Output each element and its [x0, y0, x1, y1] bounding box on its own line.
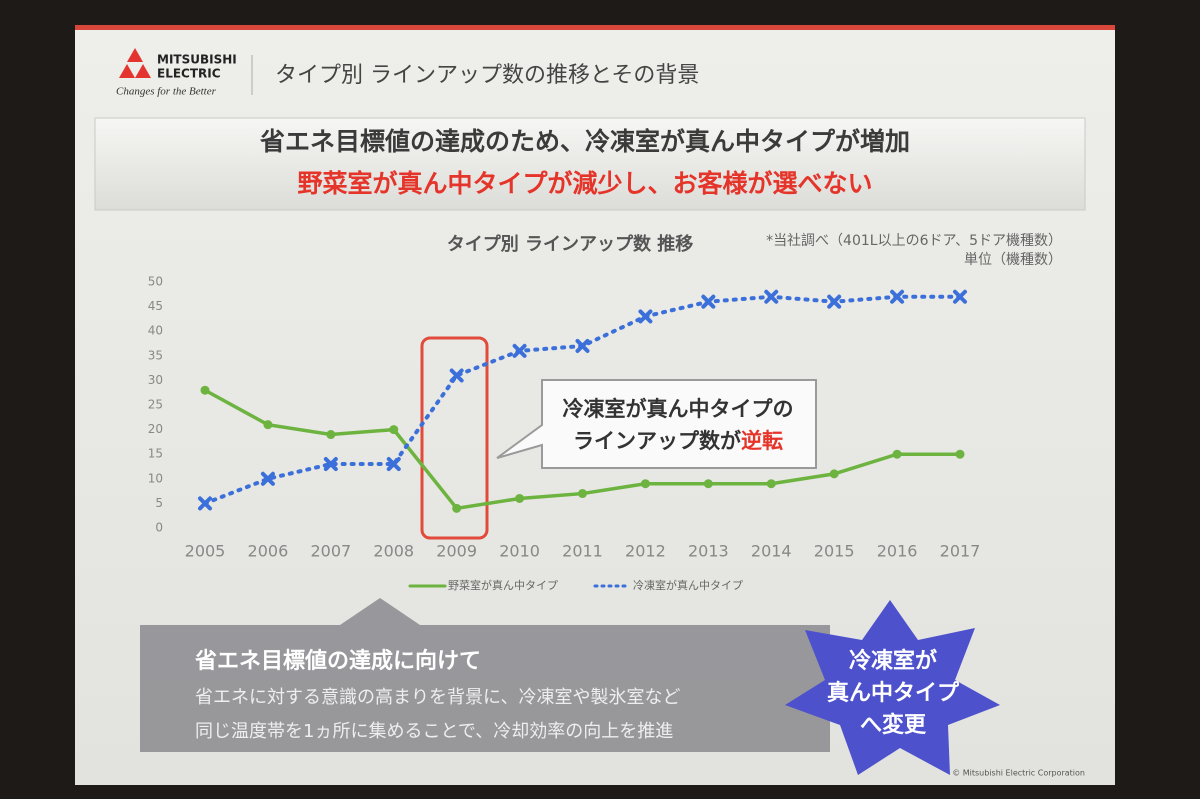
box-heading: 省エネ目標値の達成に向けて [194, 648, 481, 674]
marker [449, 368, 464, 383]
marker [263, 420, 273, 430]
x-tick-label: 2010 [499, 542, 540, 561]
banner-line: 野菜室が真ん中タイプが減少し、お客様が選べない [297, 169, 872, 198]
callout-highlight: 逆転 [741, 429, 783, 453]
callout [496, 379, 817, 469]
star-badge [785, 600, 1000, 775]
highlight-box [420, 336, 489, 540]
y-tick-label: 30 [148, 373, 163, 387]
legend-label: 冷凍室が真ん中タイプ [633, 578, 743, 592]
logo-text: MITSUBISHI [157, 53, 237, 67]
marker [323, 457, 338, 472]
y-tick-label: 40 [148, 324, 163, 338]
star-text: 真ん中タイプ [827, 680, 960, 706]
chart-title: タイプ別 ラインアップ数 推移 [447, 233, 694, 255]
banner [94, 117, 1086, 211]
y-tick-label: 0 [155, 521, 163, 535]
x-tick-label: 2007 [310, 542, 351, 561]
background-box [140, 598, 830, 752]
y-tick-label: 35 [148, 348, 163, 362]
marker [703, 479, 713, 489]
marker [892, 449, 902, 459]
chart-unit: 単位（機種数） [964, 252, 1062, 268]
logo-mark [119, 64, 135, 78]
marker [827, 294, 842, 309]
logo-mark [135, 64, 151, 78]
y-tick-label: 5 [155, 496, 163, 510]
marker [890, 289, 905, 304]
marker [386, 457, 401, 472]
chart-note: *当社調べ（401L以上の6ドア、5ドア機種数） [766, 233, 1062, 249]
marker [764, 289, 779, 304]
callout-text: ラインアップ数が逆転 [573, 429, 783, 453]
x-tick-label: 2012 [625, 542, 666, 561]
x-tick-label: 2015 [814, 542, 855, 561]
logo-tagline: Changes for the Better [116, 86, 217, 98]
box-text: 同じ温度帯を1ヵ所に集めることで、冷却効率の向上を推進 [195, 721, 673, 742]
slide-title: タイプ別 ラインアップ数の推移とその背景 [275, 63, 699, 88]
marker [512, 343, 527, 358]
x-tick-label: 2005 [185, 542, 226, 561]
marker [452, 503, 462, 513]
marker [829, 469, 839, 479]
marker [515, 493, 525, 503]
marker [638, 309, 653, 324]
box-text: 省エネに対する意識の高まりを背景に、冷凍室や製氷室など [195, 687, 680, 708]
marker [701, 294, 716, 309]
marker [953, 289, 967, 304]
marker [198, 496, 212, 511]
logo-text: ELECTRIC [157, 67, 221, 81]
marker [200, 385, 210, 395]
x-tick-label: 2016 [877, 542, 918, 561]
marker [766, 479, 776, 489]
marker [326, 430, 336, 440]
slide-top-strip [75, 25, 1115, 30]
x-tick-label: 2009 [436, 542, 477, 561]
star-text: へ変更 [860, 712, 927, 738]
x-tick-label: 2017 [940, 542, 981, 561]
copyright: © Mitsubishi Electric Corporation [952, 769, 1085, 778]
callout-text: 冷凍室が真ん中タイプの [563, 397, 794, 421]
x-tick-label: 2008 [373, 542, 414, 561]
star-text: 冷凍室が [849, 648, 937, 674]
marker [640, 479, 650, 489]
marker [260, 471, 275, 486]
y-tick-label: 20 [148, 422, 163, 436]
marker [389, 425, 399, 435]
banner-line: 省エネ目標値の達成のため、冷凍室が真ん中タイプが増加 [259, 127, 910, 156]
y-tick-label: 10 [148, 471, 163, 485]
logo-mark [127, 48, 143, 62]
x-tick-label: 2014 [751, 542, 792, 561]
y-tick-label: 15 [148, 447, 163, 461]
x-tick-label: 2011 [562, 542, 603, 561]
x-tick-label: 2013 [688, 542, 729, 561]
plot: 0 5 10 15 20 25 30 35 40 45 50 2005 2006 2007 2008 2009… [148, 275, 981, 593]
marker [955, 449, 965, 459]
marker [578, 489, 587, 499]
y-tick-label: 50 [148, 275, 163, 289]
callout-text: ラインアップ数が [573, 429, 741, 453]
x-tick-label: 2006 [248, 542, 289, 561]
y-tick-label: 45 [148, 299, 163, 313]
legend-label: 野菜室が真ん中タイプ [448, 578, 558, 592]
y-tick-label: 25 [148, 398, 163, 412]
marker [575, 338, 590, 353]
